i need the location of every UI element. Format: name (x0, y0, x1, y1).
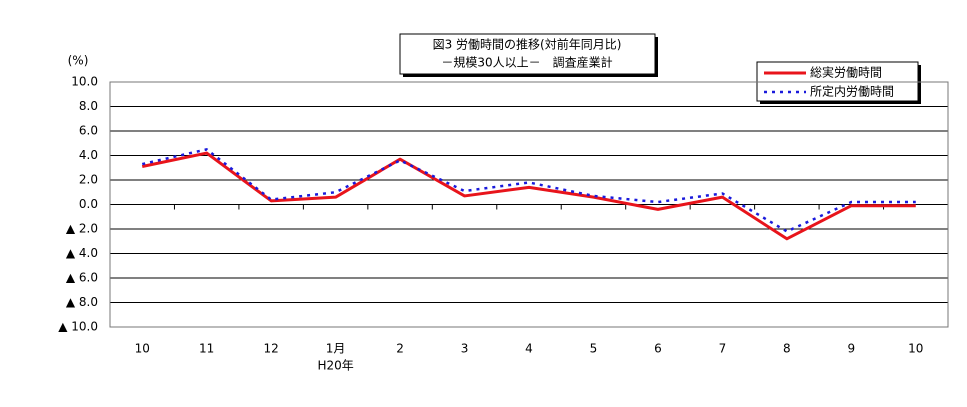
x-tick-label: 1月 (326, 342, 346, 356)
y-tick-label: ▲ 10.0 (58, 320, 98, 334)
series-line (141, 151, 916, 241)
x-tick-label: 9 (847, 342, 855, 356)
legend-label: 所定内労働時間 (810, 84, 894, 99)
chart-subtitle: －規模30人以上－ 調査産業計 (441, 55, 612, 70)
x-category-note: H20年 (317, 359, 353, 373)
x-tick-label: 10 (135, 342, 150, 356)
x-tick-label: 10 (908, 342, 923, 356)
y-tick-label: ▲ 4.0 (66, 246, 98, 260)
y-axis-label: (%) (68, 54, 89, 68)
y-tick-label: 2.0 (79, 173, 98, 187)
legend-label: 総実労働時間 (810, 65, 882, 80)
chart-title: 図3 労働時間の推移(対前年同月比) (433, 37, 622, 52)
title-box (399, 33, 656, 75)
y-tick-label: 0.0 (79, 197, 98, 211)
y-tick-label: ▲ 6.0 (66, 271, 98, 285)
plot-border (109, 81, 949, 328)
x-tick-label: 5 (590, 342, 598, 356)
y-tick-label: 6.0 (79, 124, 98, 138)
x-tick-label: 12 (264, 342, 279, 356)
y-tick-label: ▲ 8.0 (66, 295, 98, 309)
x-tick-label: 2 (396, 342, 404, 356)
x-tick-label: 7 (719, 342, 727, 356)
x-tick-label: 11 (199, 342, 214, 356)
x-tick-label: 8 (783, 342, 791, 356)
x-tick-label: 3 (461, 342, 469, 356)
y-tick-label: ▲ 2.0 (66, 222, 98, 236)
y-tick-label: 4.0 (79, 148, 98, 162)
y-tick-label: 10.0 (71, 75, 98, 89)
y-tick-label: 8.0 (79, 99, 98, 113)
x-tick-label: 4 (525, 342, 533, 356)
x-tick-label: 6 (654, 342, 662, 356)
